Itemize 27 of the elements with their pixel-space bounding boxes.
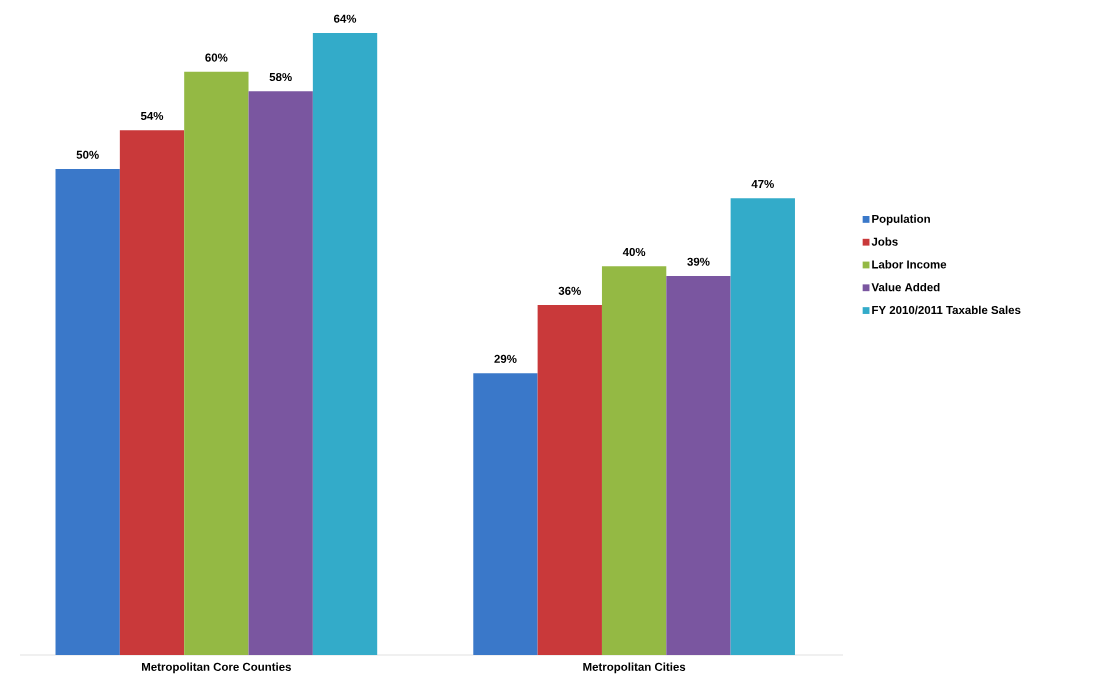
data-label: 36% [558,286,581,295]
bar [248,91,313,655]
bar [730,198,795,655]
data-label: 40% [622,247,646,257]
bar [666,275,731,655]
data-label: 54% [140,111,164,120]
bar [119,130,185,655]
legend-label: Labor Income [872,260,947,269]
data-label: 50% [76,150,99,159]
data-label: 47% [751,179,774,189]
legend-label: Jobs [871,237,898,246]
data-label: 39% [687,257,710,266]
data-label: 29% [494,354,517,363]
x-tick-label: Metropolitan Cities [583,662,686,674]
x-tick-label: Metropolitan Core Counties [142,662,291,674]
bar [537,305,602,655]
bar [55,169,120,655]
bar [312,32,378,655]
legend-label: FY 2010/2011 Taxable Sales [872,305,1021,315]
legend-label: Population [872,214,930,226]
bar [184,71,249,655]
bar [601,266,667,655]
bar [473,373,538,655]
data-label: 60% [205,53,228,62]
legend-label: Value Added [871,282,940,292]
data-label: 58% [269,72,292,82]
data-label: 64% [333,14,357,23]
